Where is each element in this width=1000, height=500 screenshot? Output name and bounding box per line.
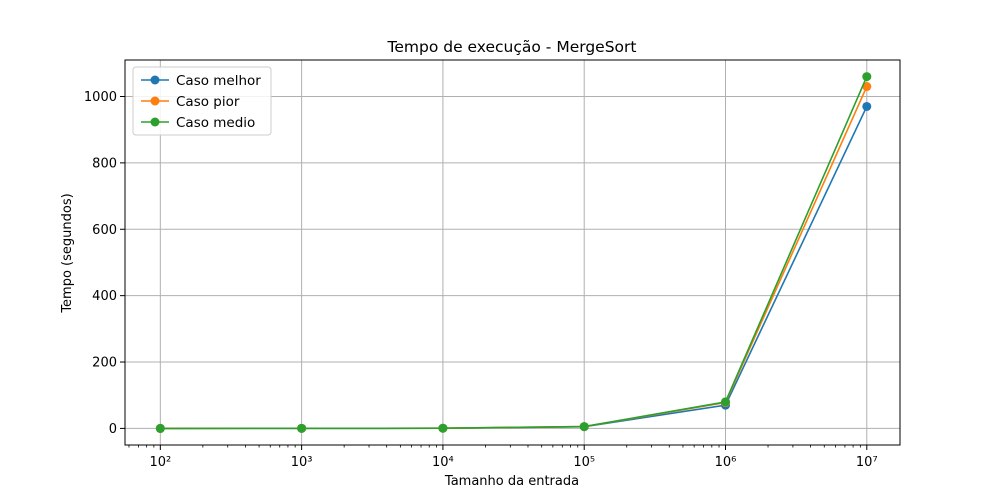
legend-item: Caso melhor bbox=[141, 73, 261, 89]
legend-item: Caso medio bbox=[141, 115, 255, 131]
legend-label: Caso melhor bbox=[176, 73, 261, 89]
x-axis-label: Tamanho da entrada bbox=[444, 474, 579, 489]
x-tick-label: 10² bbox=[149, 455, 171, 470]
y-tick-label: 200 bbox=[92, 356, 117, 371]
data-point bbox=[862, 101, 872, 111]
data-point bbox=[862, 82, 872, 92]
series-line bbox=[160, 86, 868, 430]
x-tick-label: 10⁴ bbox=[432, 455, 454, 470]
legend-label: Caso medio bbox=[176, 115, 255, 131]
x-tick-label: 10⁶ bbox=[715, 455, 737, 470]
series-line bbox=[160, 106, 868, 430]
y-tick-label: 600 bbox=[92, 223, 117, 238]
data-point bbox=[438, 423, 448, 433]
legend-marker bbox=[150, 96, 160, 106]
data-point bbox=[862, 72, 872, 82]
legend-label: Caso pior bbox=[176, 94, 240, 110]
x-tick-label: 10⁷ bbox=[856, 455, 878, 470]
data-point bbox=[579, 422, 589, 432]
legend-item: Caso pior bbox=[141, 94, 240, 110]
legend: Caso melhor Caso pior Caso medio bbox=[132, 66, 272, 136]
ticks: 10² 10³ 10⁴ 10⁵ 10⁶ 10⁷ 0 200 400 600 800 1000 bbox=[84, 90, 878, 470]
y-tick-label: 800 bbox=[92, 156, 117, 171]
legend-marker bbox=[150, 75, 160, 85]
series-caso-medio bbox=[155, 72, 872, 433]
chart-title: Tempo de execução - MergeSort bbox=[387, 38, 637, 56]
legend-marker bbox=[150, 117, 160, 127]
y-tick-label: 400 bbox=[92, 289, 117, 304]
y-tick-label: 0 bbox=[109, 422, 117, 437]
data-point bbox=[721, 397, 731, 407]
plot-frame bbox=[124, 59, 901, 446]
data-point bbox=[297, 423, 307, 433]
legend-box bbox=[132, 66, 272, 136]
data-point bbox=[155, 423, 165, 433]
x-tick-label: 10³ bbox=[291, 455, 313, 470]
x-tick-label: 10⁵ bbox=[573, 455, 595, 470]
series-caso-melhor bbox=[155, 101, 872, 433]
y-tick-label: 1000 bbox=[84, 90, 117, 105]
y-axis-label: Tempo (segundos) bbox=[60, 193, 75, 313]
series-line bbox=[160, 76, 868, 430]
series-layer bbox=[155, 72, 872, 433]
